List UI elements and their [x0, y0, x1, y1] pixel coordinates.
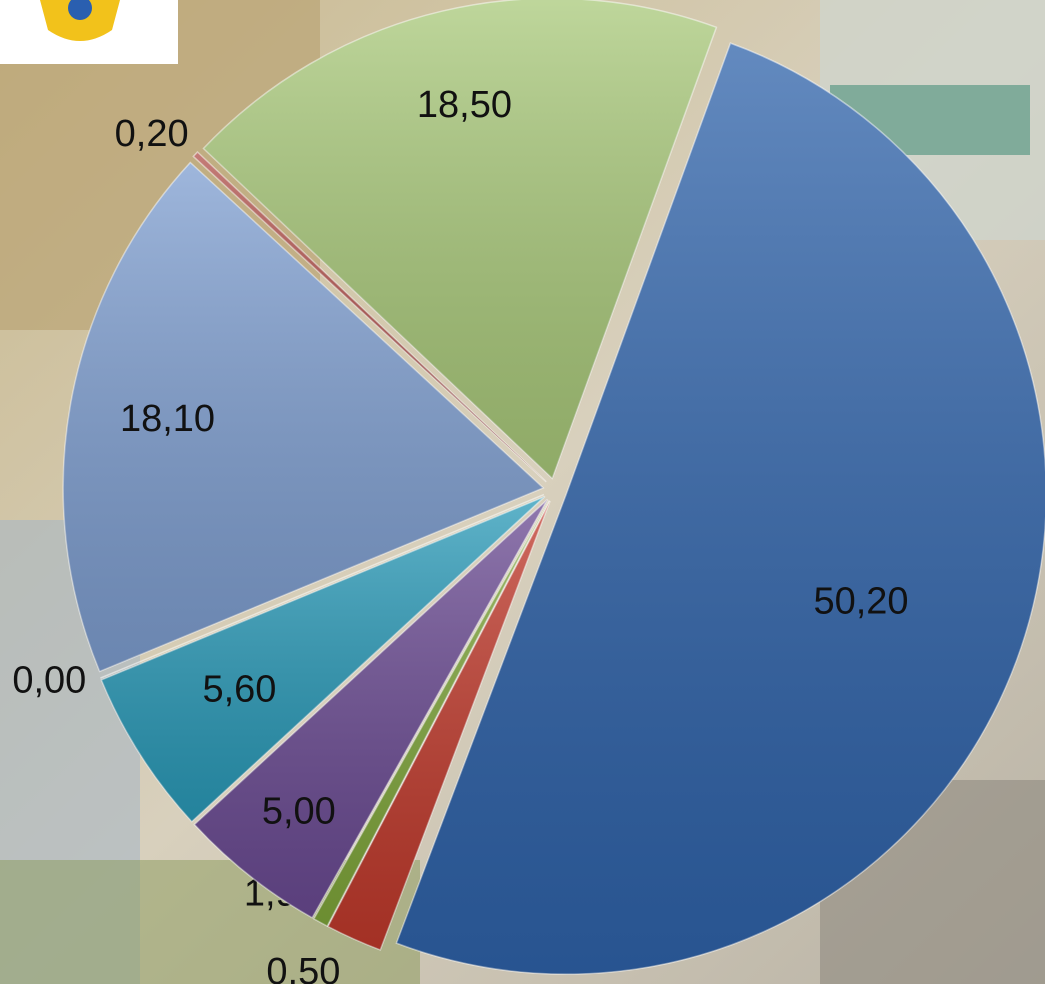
data-label: 0,50	[266, 951, 340, 984]
data-label: 5,60	[202, 669, 276, 711]
data-label: 0,00	[12, 660, 86, 702]
data-label: 18,10	[120, 398, 215, 440]
data-label: 18,50	[417, 84, 512, 126]
logo	[0, 0, 178, 64]
data-label: 0,20	[115, 113, 189, 155]
data-label: 50,20	[813, 581, 908, 623]
data-label: 5,00	[262, 791, 336, 833]
